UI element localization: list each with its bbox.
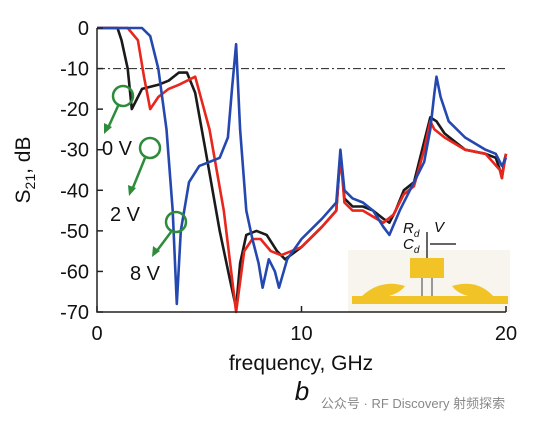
y-tick-label: -30 [60,140,89,162]
x-tick-label: 0 [91,323,102,345]
x-tick-label: 10 [290,323,312,345]
inset-label: Rd [403,220,420,240]
inset-circuit [348,232,510,312]
annotation-markers [106,84,188,253]
series-line [97,26,508,314]
y-axis-label: , dB [12,137,35,174]
axes: 0-10-20-30-40-50-60-700 10 20 [60,18,517,345]
annotation: 2 V [110,204,141,226]
y-tick-label: -60 [60,261,89,283]
y-tick-label: -10 [60,59,89,81]
inset-label: R [403,220,414,237]
marker-arrow [106,105,120,129]
annotation: 8 V [130,263,161,285]
x-axis-label: frequency, GHz [229,352,373,375]
x-tick-label: 20 [495,323,517,345]
inset-stub [360,283,405,299]
inset-stub [452,283,495,299]
y-axis-label: S21, dB [12,137,38,204]
inset-label: d [414,245,420,256]
inset-label: V [434,219,446,236]
arrowhead [104,123,112,134]
marker-circle [138,136,162,160]
inset-pad [410,258,444,278]
annotation-arrowheads [104,123,160,257]
inset-line [352,296,508,304]
inset-label: d [414,229,420,240]
panel-label: b [295,376,309,406]
arrowhead [152,246,160,257]
marker-circle [164,210,188,234]
arrowhead [128,185,136,196]
y-axis-label: 21 [22,174,38,190]
marker-arrow [130,157,147,191]
y-tick-label: -20 [60,99,89,121]
marker-circle [111,84,135,108]
y-tick-label: -70 [60,302,89,324]
y-tick-label: 0 [78,18,89,40]
y-tick-label: -50 [60,221,89,243]
y-axis-label: S [12,189,35,203]
watermark: 公众号 · RF Discovery 射频探索 [321,396,505,411]
marker-arrow [155,231,172,253]
inset-label: Cd [403,236,420,256]
inset-label: C [403,236,414,253]
y-tick-label: -40 [60,180,89,202]
series-line [97,26,508,306]
annotation: 0 V [102,138,133,160]
